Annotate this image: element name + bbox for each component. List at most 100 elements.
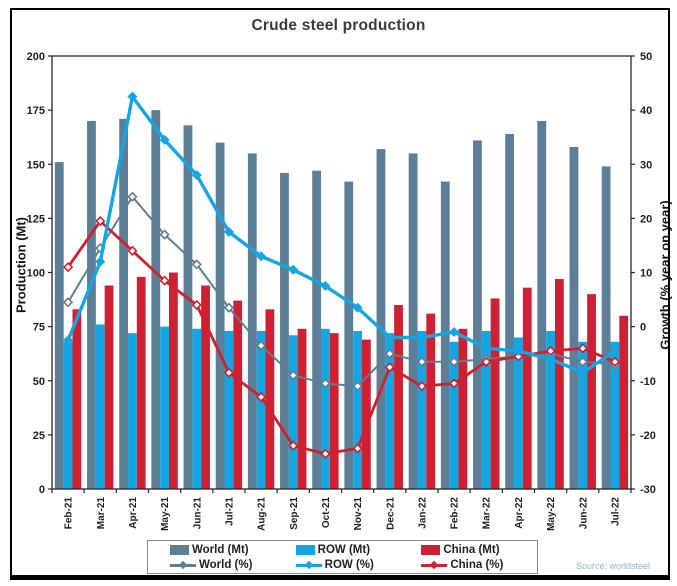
marker <box>159 229 170 240</box>
marker <box>449 327 460 338</box>
marker <box>481 356 492 367</box>
bar <box>587 294 596 489</box>
svg-text:0: 0 <box>39 484 45 496</box>
bars-world-mt- <box>54 110 611 490</box>
line-world- <box>62 191 621 392</box>
svg-text:0: 0 <box>640 322 646 334</box>
marker <box>223 226 234 237</box>
marker <box>448 378 460 389</box>
svg-text:40: 40 <box>640 105 652 117</box>
x-tick-label: Sep-21 <box>289 497 300 530</box>
marker <box>63 335 74 346</box>
bars-row-mt- <box>63 324 620 490</box>
marker <box>95 215 106 227</box>
x-tick-label: Dec-21 <box>385 497 396 530</box>
svg-text:50: 50 <box>640 51 652 63</box>
marker <box>255 340 267 351</box>
marker <box>416 381 428 392</box>
bar <box>87 120 96 489</box>
marker <box>352 302 363 313</box>
x-tick-label: May-21 <box>160 497 171 531</box>
x-tick-label: Jul-21 <box>224 497 235 526</box>
x-tick-label: Apr-21 <box>128 497 139 529</box>
legend-swatch-world-pct <box>170 560 196 570</box>
bar <box>168 272 178 489</box>
legend-item-world-mt: World (Mt) <box>154 544 280 556</box>
svg-text:100: 100 <box>27 268 45 280</box>
marker <box>577 343 588 354</box>
legend-item-row-pct: ROW (%) <box>280 559 406 571</box>
svg-text:25: 25 <box>33 430 45 442</box>
bar <box>160 326 169 490</box>
marker <box>191 259 202 270</box>
bar <box>136 276 146 489</box>
x-tick-label: Oct-21 <box>321 497 332 529</box>
legend-label-world-mt: World (Mt) <box>192 543 249 556</box>
marker <box>62 297 74 308</box>
bar <box>344 181 354 489</box>
bar <box>72 309 82 489</box>
legend-label-china-pct: China (%) <box>450 558 504 571</box>
bar <box>256 330 266 489</box>
svg-text:175: 175 <box>27 105 45 117</box>
svg-text:50: 50 <box>33 376 45 388</box>
legend-item-row-mt: ROW (Mt) <box>280 544 406 556</box>
marker <box>223 302 235 313</box>
marker <box>288 440 299 451</box>
marker <box>384 348 395 359</box>
legend-swatch-china-pct <box>421 560 448 570</box>
bar <box>417 330 427 489</box>
legend: World (Mt) ROW (Mt) China (Mt) World (%)… <box>147 540 538 574</box>
bar <box>426 313 436 489</box>
x-tick-label: Jan-22 <box>417 497 428 529</box>
marker <box>159 275 170 286</box>
bar <box>224 330 234 489</box>
bar <box>394 304 403 489</box>
line-row- <box>63 91 620 378</box>
legend-label-china-mt: China (Mt) <box>443 543 500 556</box>
bar <box>297 328 307 489</box>
marker <box>159 134 170 145</box>
bar <box>408 153 418 489</box>
svg-text:-10: -10 <box>640 376 656 388</box>
x-tick-label: May-22 <box>546 497 557 531</box>
legend-label-row-pct: ROW (%) <box>324 558 374 571</box>
marker <box>95 256 106 267</box>
bar <box>361 339 371 489</box>
marker <box>320 378 331 389</box>
marker <box>320 448 331 459</box>
marker <box>320 281 331 292</box>
bar <box>481 330 491 489</box>
marker <box>288 264 299 275</box>
bar <box>619 315 629 489</box>
bar <box>233 300 243 489</box>
bar <box>329 333 339 489</box>
svg-text:10: 10 <box>640 268 652 280</box>
svg-text:30: 30 <box>640 159 652 171</box>
bar <box>440 181 450 489</box>
marker <box>191 299 202 311</box>
legend-swatch-row-mt <box>295 544 315 555</box>
marker <box>609 345 620 356</box>
source-text: Source: worldsteel <box>575 561 650 571</box>
marker <box>448 356 460 367</box>
x-tick-label: Apr-22 <box>514 497 525 529</box>
svg-text:20: 20 <box>640 213 652 225</box>
marker <box>609 356 621 367</box>
bars-china-mt- <box>72 272 629 489</box>
bar <box>353 330 362 489</box>
legend-swatch-world-mt <box>170 544 189 555</box>
bar <box>578 341 588 489</box>
legend-label-row-mt: ROW (Mt) <box>317 543 371 556</box>
bar <box>449 341 459 489</box>
bar <box>280 172 289 489</box>
bar <box>288 335 298 489</box>
line-china- <box>62 215 621 459</box>
marker <box>256 251 267 262</box>
marker <box>127 245 138 256</box>
marker <box>384 362 395 373</box>
svg-text:200: 200 <box>27 51 45 63</box>
bar <box>215 142 225 489</box>
marker <box>352 443 363 454</box>
